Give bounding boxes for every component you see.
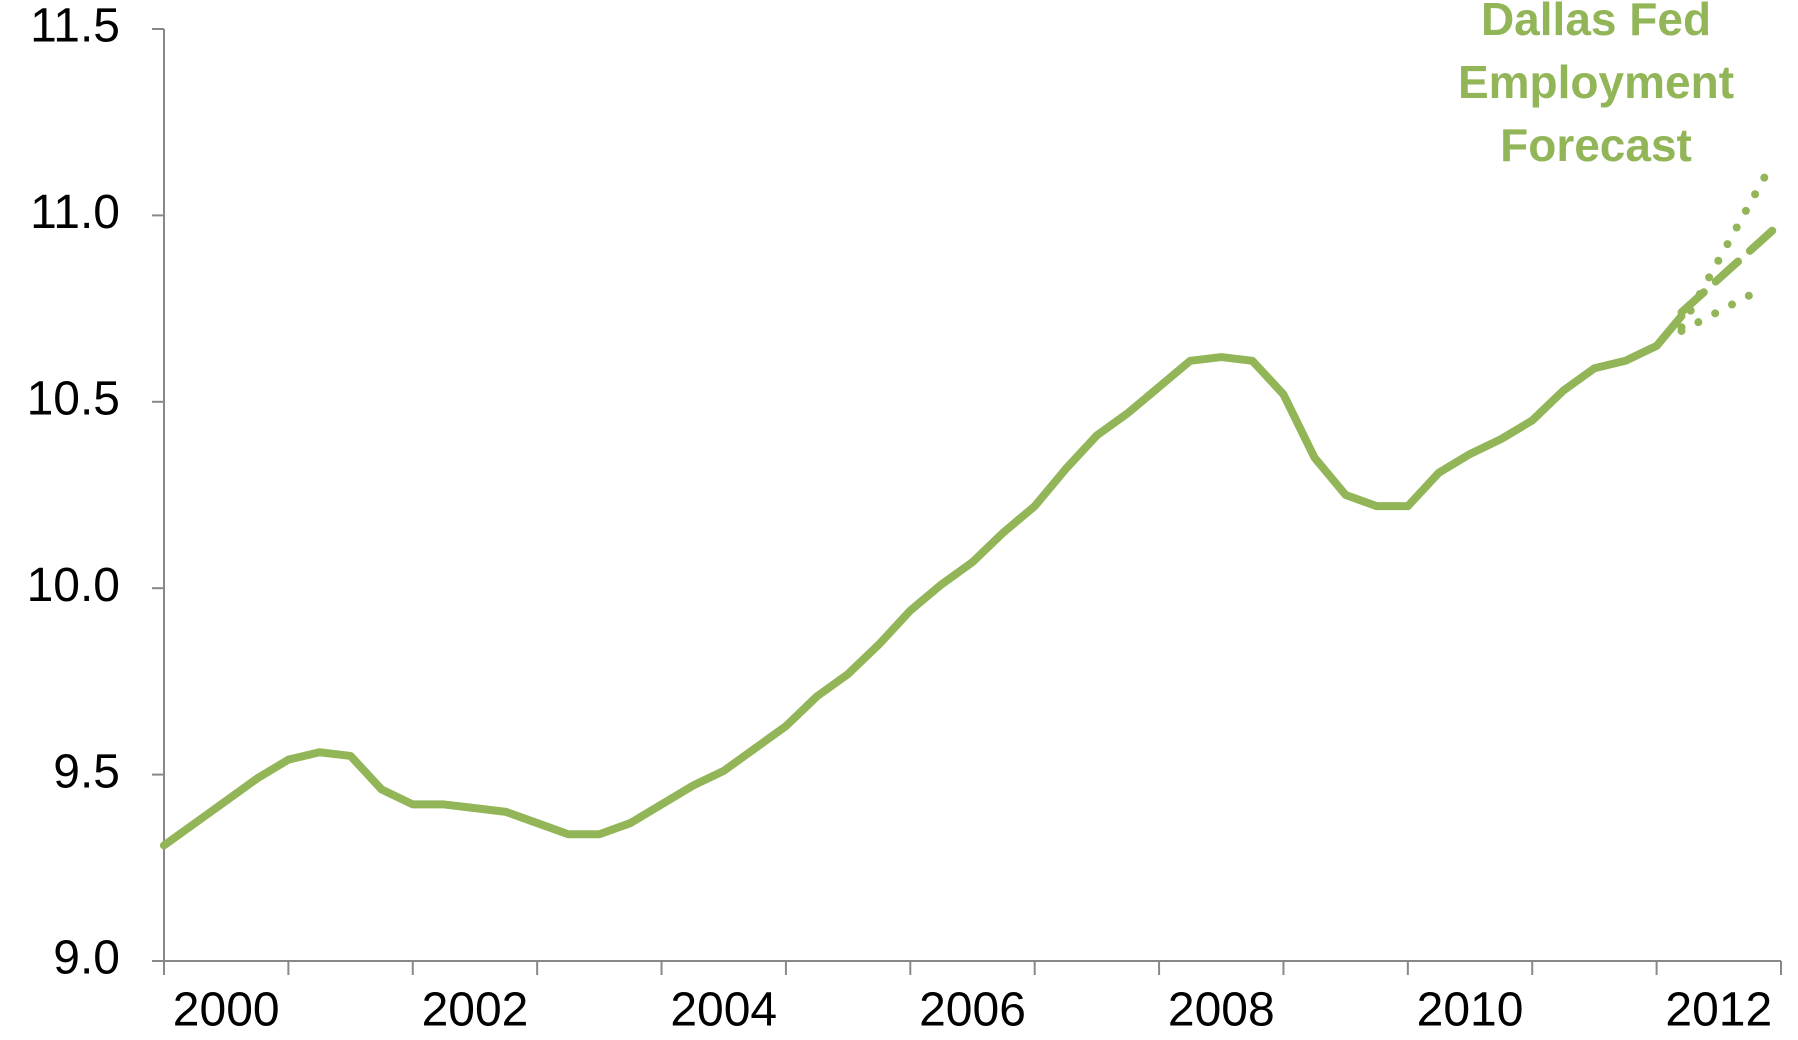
line-series [160, 312, 1686, 850]
annotation: Employment [1458, 56, 1734, 108]
y-tick-label: 10.0 [27, 559, 120, 612]
x-tick-label: 2012 [1665, 984, 1772, 1037]
x-tick-label: 2010 [1417, 984, 1524, 1037]
line-series [1677, 218, 1785, 317]
y-tick-label: 10.5 [27, 372, 120, 425]
x-tick-label: 2002 [422, 984, 529, 1037]
annotation: Forecast [1500, 119, 1692, 171]
x-tick-label: 2000 [173, 984, 280, 1037]
y-tick-label: 11.5 [30, 0, 120, 53]
x-tick-label: 2006 [919, 984, 1026, 1037]
y-tick-label: 9.0 [53, 932, 120, 985]
x-tick-label: 2004 [670, 984, 777, 1037]
y-tick-label: 11.0 [30, 186, 120, 239]
y-tick-label: 9.5 [53, 745, 120, 798]
line-series [1677, 285, 1764, 335]
annotation: Dallas Fed [1481, 0, 1711, 45]
x-tick-label: 2008 [1168, 984, 1275, 1037]
